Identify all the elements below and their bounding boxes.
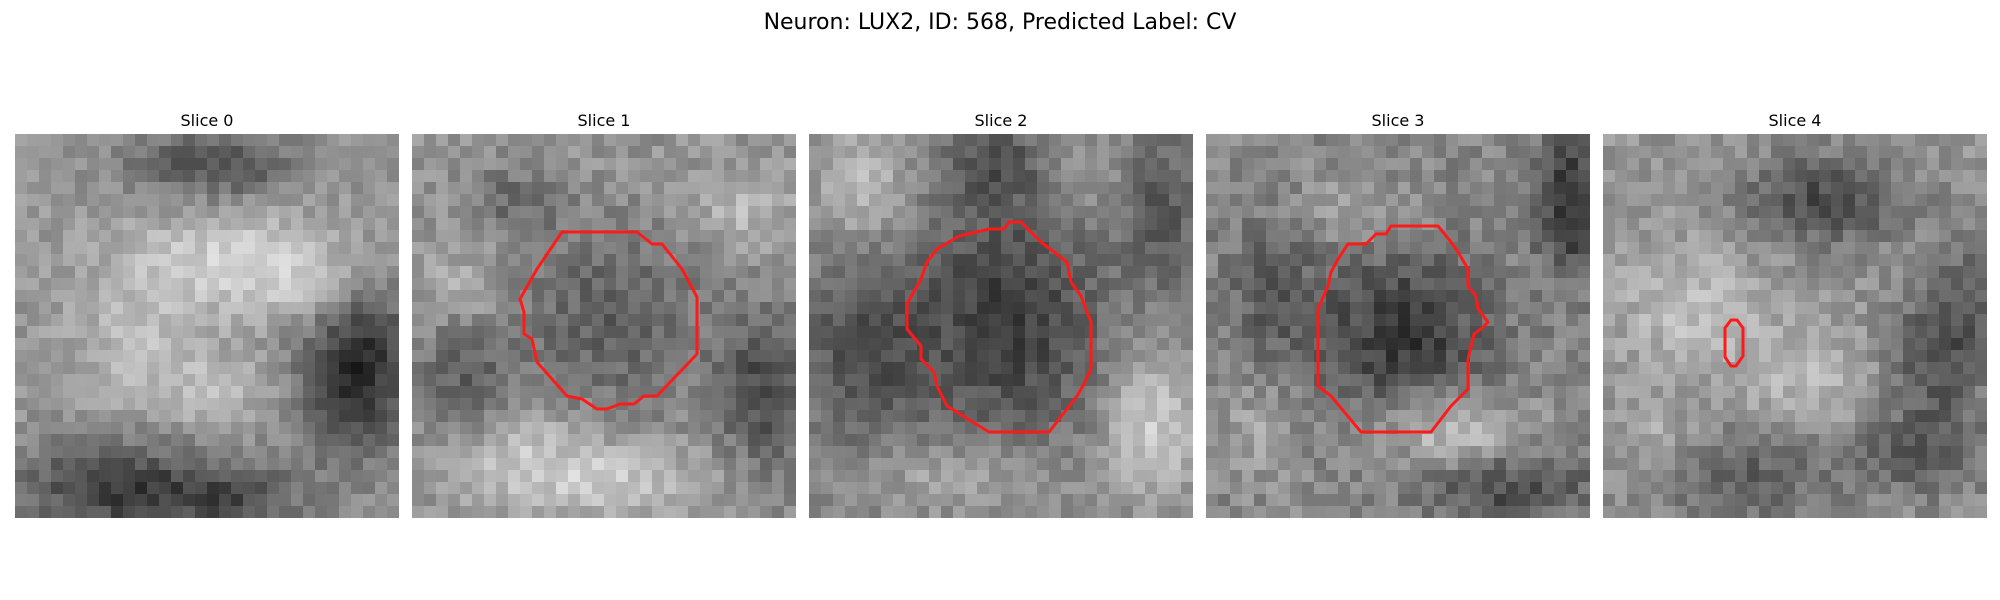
pixel-grid-3 [1206, 134, 1590, 518]
roi-contour-2 [905, 220, 1093, 434]
slice-image-1 [412, 134, 796, 518]
roi-contour-4 [1723, 318, 1745, 368]
slice-image-3 [1206, 134, 1590, 518]
slice-title-2: Slice 2 [974, 111, 1028, 130]
figure-title: Neuron: LUX2, ID: 568, Predicted Label: … [763, 10, 1237, 35]
slice-image-0 [15, 134, 399, 518]
slice-panel-4: Slice 4 [1603, 110, 1987, 520]
pixel-grid-4 [1603, 134, 1987, 518]
slice-panel-3: Slice 3 [1206, 110, 1590, 520]
slice-panel-0: Slice 0 [15, 110, 399, 520]
slice-image-2 [809, 134, 1193, 518]
pixel-grid-1 [412, 134, 796, 518]
slice-image-4 [1603, 134, 1987, 518]
slice-panel-1: Slice 1 [412, 110, 796, 520]
roi-contour-3 [1316, 224, 1490, 434]
slice-title-1: Slice 1 [577, 111, 631, 130]
pixel-grid-2 [809, 134, 1193, 518]
slice-title-0: Slice 0 [180, 111, 234, 130]
slice-title-4: Slice 4 [1768, 111, 1822, 130]
roi-contour-1 [518, 230, 699, 411]
slice-title-3: Slice 3 [1371, 111, 1425, 130]
pixel-grid-0 [15, 134, 399, 518]
slice-panel-2: Slice 2 [809, 110, 1193, 520]
